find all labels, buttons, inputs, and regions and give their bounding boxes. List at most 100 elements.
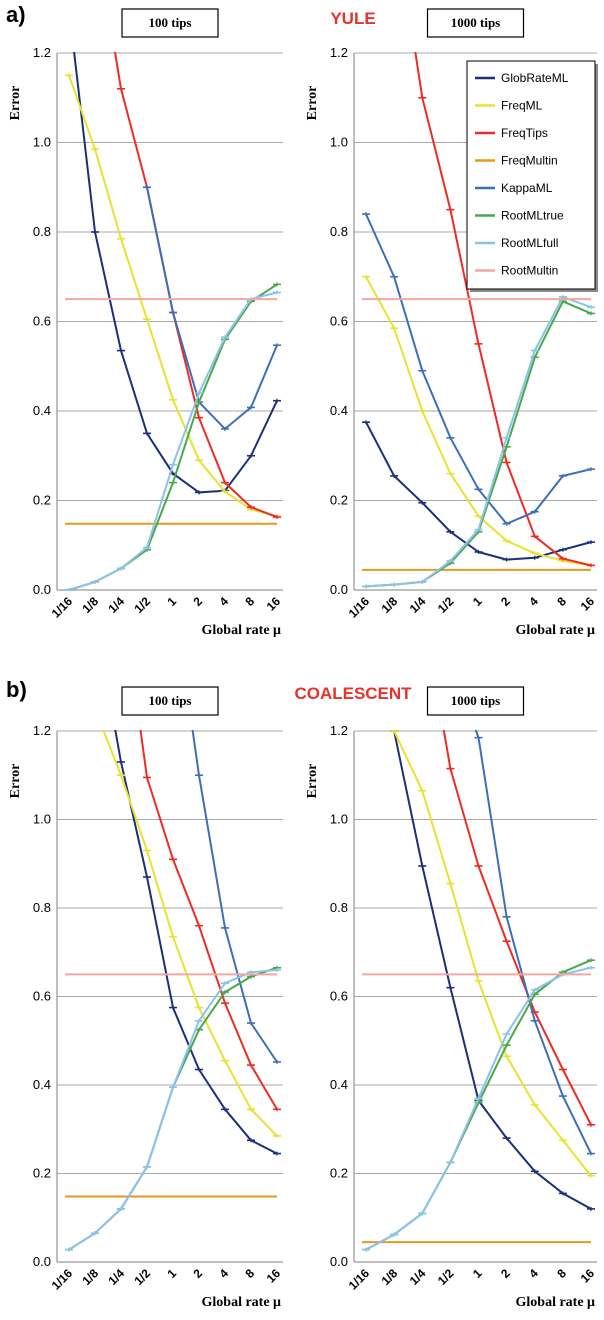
y-tick-label: 0.6 xyxy=(33,989,51,1004)
y-tick-label: 0.6 xyxy=(330,314,348,329)
series-line-rootmltrue xyxy=(365,959,592,1251)
y-tick-label: 1.2 xyxy=(330,723,348,738)
series-line-freqtips xyxy=(139,730,278,1110)
x-axis-title: Global rate μ xyxy=(516,623,596,638)
y-tick-label: 0.4 xyxy=(330,403,348,418)
x-tick-label: 16 xyxy=(264,1266,284,1286)
x-tick-label: 1 xyxy=(470,594,485,609)
x-tick-label: 1/4 xyxy=(407,594,429,616)
series-line-freqml xyxy=(392,730,592,1177)
series-line-globrateml xyxy=(114,730,278,1155)
legend-label: FreqMultin xyxy=(501,154,558,168)
y-tick-label: 0.4 xyxy=(330,1077,348,1092)
y-tick-label: 0.2 xyxy=(33,1166,51,1181)
x-tick-label: 1/8 xyxy=(79,594,101,616)
series-line-freqml xyxy=(102,730,278,1137)
y-tick-label: 0.8 xyxy=(330,900,348,915)
panel-b-letter: b) xyxy=(6,677,27,702)
legend-item-rootmlfull: RootMLfull xyxy=(475,236,558,250)
x-tick-label: 2 xyxy=(498,1266,513,1281)
series-layer xyxy=(362,730,595,1252)
panel-a-letter: a) xyxy=(6,2,26,27)
y-tick-label: 0.4 xyxy=(33,403,51,418)
x-tick-label: 8 xyxy=(554,1266,569,1281)
y-tick-label: 0.6 xyxy=(330,989,348,1004)
legend-item-globrateml: GlobRateML xyxy=(475,71,569,85)
y-axis-title: Error xyxy=(305,764,320,799)
chart-subtitle: 100 tips xyxy=(149,15,192,30)
y-tick-label: 0.8 xyxy=(33,900,51,915)
x-tick-label: 4 xyxy=(526,594,541,609)
x-tick-label: 8 xyxy=(242,1266,257,1281)
legend-item-rootmltrue: RootMLtrue xyxy=(475,209,564,223)
legend-label: RootMLfull xyxy=(501,236,558,250)
x-tick-label: 16 xyxy=(264,594,284,614)
chart-subtitle: 1000 tips xyxy=(451,15,500,30)
x-tick-label: 1 xyxy=(470,1266,485,1281)
x-tick-label: 8 xyxy=(554,594,569,609)
x-tick-label: 1/8 xyxy=(79,1266,101,1288)
y-tick-label: 0.6 xyxy=(33,314,51,329)
legend-label: GlobRateML xyxy=(501,71,569,85)
y-tick-label: 0.0 xyxy=(33,582,51,597)
x-tick-label: 16 xyxy=(578,594,598,614)
series-line-kappaml xyxy=(191,730,278,1063)
x-tick-label: 1/16 xyxy=(346,594,373,621)
x-tick-label: 1/4 xyxy=(105,594,127,616)
legend-label: FreqML xyxy=(501,99,543,113)
series-line-rootmlfull xyxy=(68,291,278,591)
series-line-kappaml xyxy=(146,187,278,430)
y-tick-label: 1.2 xyxy=(33,45,51,60)
y-tick-label: 1.0 xyxy=(33,812,51,827)
x-tick-label: 1/16 xyxy=(346,1266,373,1293)
legend: GlobRateML FreqML FreqTips FreqMultin KappaM… xyxy=(466,60,598,292)
series-line-freqml xyxy=(68,75,278,518)
x-tick-label: 1/8 xyxy=(379,594,401,616)
x-tick-label: 8 xyxy=(242,594,257,609)
series-line-rootmlfull xyxy=(68,969,278,1251)
y-tick-label: 0.8 xyxy=(33,224,51,239)
y-tick-label: 0.0 xyxy=(330,1254,348,1269)
charts-layer: 0.00.20.40.60.81.01.21/16 1/8 1/4 1/2 1 2 4 8 16… xyxy=(8,8,598,1310)
y-tick-label: 1.2 xyxy=(33,723,51,738)
series-line-freqtips xyxy=(442,730,592,1126)
series-line-freqtips xyxy=(414,52,592,567)
x-tick-label: 1/2 xyxy=(131,1266,153,1288)
y-axis-title: Error xyxy=(305,86,320,121)
x-tick-label: 4 xyxy=(526,1266,541,1281)
x-tick-label: 4 xyxy=(216,594,231,609)
y-tick-label: 1.0 xyxy=(330,812,348,827)
chart-b-100-tips: 0.0 0.2 0.4 0.6 0.8 1.0 1.2 1/16 1/8 1/4 1/2 1 2 4 8 16… xyxy=(8,686,284,1310)
series-line-freqtips xyxy=(113,52,278,519)
subtitle-box xyxy=(121,686,219,716)
x-tick-label: 1/4 xyxy=(407,1266,429,1288)
legend-item-rootmultin: RootMultin xyxy=(475,264,558,278)
x-tick-label: 1/2 xyxy=(435,1266,457,1288)
panel-b-title: COALESCENT xyxy=(294,684,412,703)
chart-a-100-tips: 0.0 0.2 0.4 0.6 0.8 1.0 1.2 1/16 1/8 1/4 1/2 1 2 4 8 16… xyxy=(8,8,284,638)
y-tick-label: 1.0 xyxy=(330,135,348,150)
y-axis-title: Error xyxy=(8,86,23,121)
series-layer xyxy=(65,730,281,1252)
x-tick-label: 2 xyxy=(190,1266,205,1281)
panel-a-title: YULE xyxy=(330,9,375,28)
legend-item-freqml: FreqML xyxy=(475,99,543,113)
series-line-globrateml xyxy=(392,730,592,1210)
x-tick-label: 2 xyxy=(190,594,205,609)
legend-label: FreqTips xyxy=(501,126,548,140)
series-line-rootmlfull xyxy=(365,966,592,1251)
y-tick-label: 0.8 xyxy=(330,224,348,239)
x-tick-label: 2 xyxy=(498,594,513,609)
x-tick-label: 1/2 xyxy=(131,594,153,616)
chart-subtitle: 1000 tips xyxy=(451,693,500,708)
x-axis-title: Global rate μ xyxy=(202,1295,282,1310)
y-tick-label: 0.4 xyxy=(33,1077,51,1092)
series-layer xyxy=(362,52,595,589)
x-axis-title: Global rate μ xyxy=(202,623,282,638)
chart-subtitle: 100 tips xyxy=(149,693,192,708)
y-axis-title: Error xyxy=(8,764,23,799)
x-tick-label: 1 xyxy=(164,594,179,609)
series-layer xyxy=(65,52,281,591)
y-tick-label: 0.0 xyxy=(33,1254,51,1269)
